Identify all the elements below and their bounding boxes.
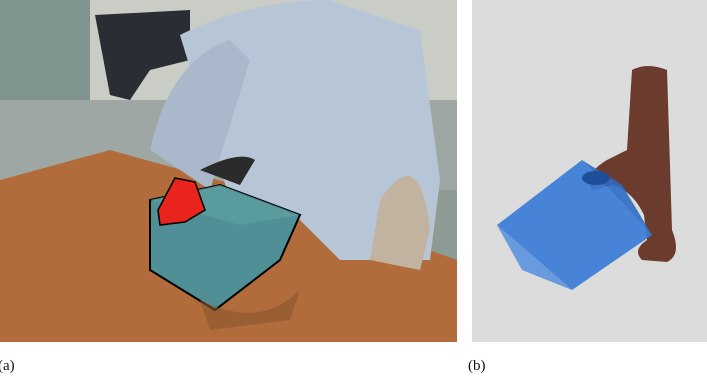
photo-panel-a bbox=[0, 0, 457, 342]
render-panel-b bbox=[472, 0, 707, 342]
caption-b: (b) bbox=[468, 358, 486, 374]
caption-a: (a) bbox=[0, 358, 15, 374]
